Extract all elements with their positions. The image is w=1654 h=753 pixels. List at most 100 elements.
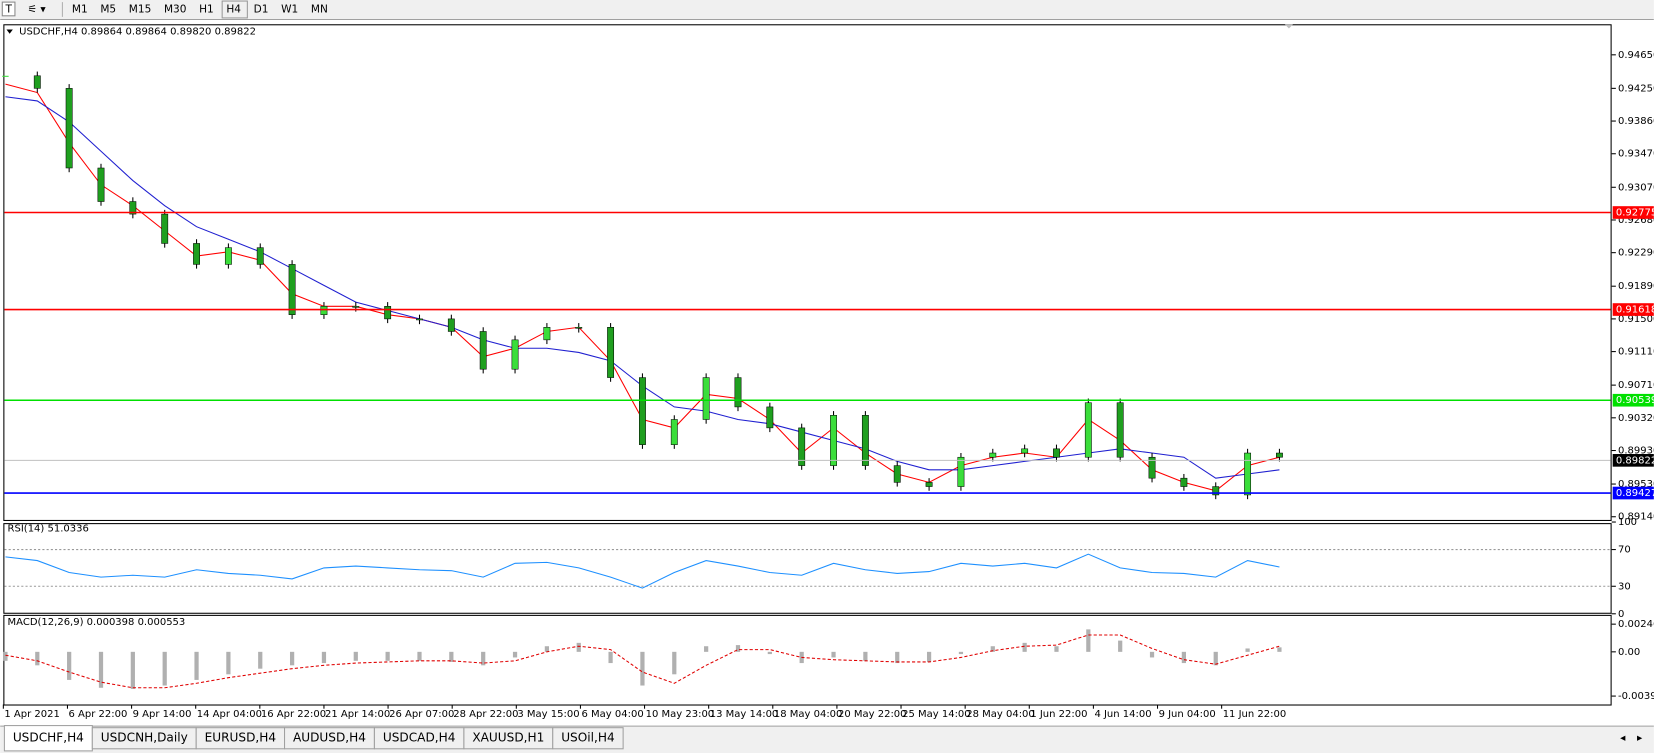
tab-label[interactable]: XAUUSD,H1 bbox=[472, 731, 544, 745]
tab-scroll[interactable]: ◂ bbox=[1620, 732, 1626, 744]
tab[interactable]: AUDUSD,H4 bbox=[284, 727, 375, 750]
y-tick-label: 30 bbox=[1618, 581, 1631, 592]
tab-label[interactable]: AUDUSD,H4 bbox=[293, 731, 366, 745]
candle bbox=[161, 213, 169, 244]
timeframe-active bbox=[221, 0, 248, 19]
tool-button[interactable] bbox=[1, 1, 16, 17]
candle bbox=[479, 331, 487, 370]
x-tick-label: 25 May 14:00 bbox=[902, 709, 971, 720]
timeframe-button[interactable]: H4 bbox=[226, 3, 241, 15]
timeframe-button[interactable]: MN bbox=[311, 3, 328, 15]
y-tick-label: -0.003939 bbox=[1618, 691, 1654, 702]
x-tick-label: 6 May 04:00 bbox=[581, 709, 643, 720]
macd-bar bbox=[640, 651, 645, 686]
x-tick-label: 9 Jun 04:00 bbox=[1159, 709, 1216, 720]
tab-label[interactable]: USDCHF,H4 bbox=[13, 731, 84, 745]
timeframe-button[interactable]: D1 bbox=[254, 3, 269, 15]
macd-bar bbox=[449, 651, 454, 662]
candle bbox=[65, 88, 73, 169]
rsi-panel bbox=[3, 523, 1612, 614]
candle bbox=[543, 327, 551, 341]
candle bbox=[893, 465, 901, 483]
level-tag bbox=[1612, 454, 1654, 467]
price-panel bbox=[3, 24, 1612, 521]
macd-bar bbox=[417, 651, 422, 661]
macd-bar bbox=[1149, 651, 1155, 658]
timeframe-button[interactable]: W1 bbox=[281, 3, 298, 15]
timeframe-button[interactable]: M5 bbox=[100, 3, 116, 15]
candle bbox=[925, 482, 933, 487]
tool-icon[interactable]: ⚟ ▾ bbox=[28, 3, 47, 15]
macd-bar bbox=[1086, 629, 1091, 652]
timeframe-button[interactable]: M15 bbox=[129, 3, 152, 15]
tab-label[interactable]: USOil,H4 bbox=[561, 731, 615, 745]
timeframe-button[interactable]: H1 bbox=[199, 3, 214, 15]
macd-bar bbox=[130, 651, 135, 689]
tab-label[interactable]: EURUSD,H4 bbox=[205, 731, 277, 745]
signal-line bbox=[5, 634, 1280, 689]
timeframe-button[interactable]: M30 bbox=[164, 3, 186, 15]
tab[interactable]: USDCNH,Daily bbox=[91, 727, 197, 750]
rsi-line bbox=[5, 553, 1280, 589]
candle bbox=[607, 327, 615, 378]
tab[interactable]: USOil,H4 bbox=[552, 727, 624, 750]
macd-bar bbox=[1213, 651, 1218, 666]
candle bbox=[447, 318, 455, 332]
x-tick-label: 1 Jun 22:00 bbox=[1030, 709, 1087, 720]
macd-bar bbox=[162, 651, 167, 686]
x-tick-label: 21 Apr 14:00 bbox=[325, 709, 390, 720]
macd-bar bbox=[544, 646, 550, 652]
candle bbox=[1021, 448, 1029, 454]
macd-bar bbox=[735, 645, 741, 652]
tab-scroll[interactable]: ▸ bbox=[1637, 732, 1643, 744]
tab-box bbox=[552, 727, 624, 750]
tab[interactable]: EURUSD,H4 bbox=[195, 727, 286, 750]
x-tick-label: 4 Jun 14:00 bbox=[1094, 709, 1151, 720]
tab[interactable]: USDCHF,H4 bbox=[3, 725, 93, 752]
macd-bar bbox=[1277, 647, 1282, 652]
macd-bar bbox=[258, 651, 263, 669]
x-tick-label: 18 May 04:00 bbox=[774, 709, 843, 720]
candle bbox=[702, 377, 710, 420]
timeframe-button[interactable]: M1 bbox=[72, 3, 88, 15]
tab[interactable]: XAUUSD,H1 bbox=[463, 727, 554, 750]
tool-icon: T bbox=[4, 3, 12, 15]
y-tick-label: 0.002465 bbox=[1618, 619, 1654, 630]
macd-bar bbox=[289, 651, 295, 666]
candle bbox=[256, 247, 264, 265]
tab-label[interactable]: USDCAD,H4 bbox=[383, 731, 456, 745]
tab[interactable]: USDCAD,H4 bbox=[373, 727, 465, 750]
x-tick-label: 11 Jun 22:00 bbox=[1223, 709, 1287, 720]
x-tick-label: 28 Apr 22:00 bbox=[453, 709, 518, 720]
panel-title: RSI(14) 51.0336 bbox=[8, 523, 89, 534]
candle bbox=[352, 306, 360, 308]
macd-bar bbox=[895, 651, 900, 664]
candle bbox=[2, 75, 9, 77]
macd-bar bbox=[608, 651, 613, 664]
macd-bar bbox=[926, 651, 932, 662]
macd-bar bbox=[385, 651, 390, 661]
macd-bar bbox=[67, 651, 72, 680]
chart-area bbox=[3, 24, 1612, 705]
candle bbox=[1084, 402, 1092, 458]
tabs: USDCHF,H4 USDCNH,Daily EURUSD,H4 AUDUSD,H4 U… bbox=[3, 725, 624, 752]
candle bbox=[511, 339, 519, 370]
panel-title: USDCHF,H4 0.89864 0.89864 0.89820 0.8982… bbox=[19, 27, 256, 38]
x-tick-label: 6 Apr 22:00 bbox=[69, 709, 128, 720]
candle bbox=[129, 201, 137, 215]
tab-label[interactable]: USDCNH,Daily bbox=[101, 731, 188, 745]
x-tick-label: 13 May 14:00 bbox=[710, 709, 779, 720]
level-label: 0.89822 bbox=[1616, 455, 1654, 466]
level-tag bbox=[1612, 486, 1654, 500]
timeframes: M1 M5 M15 M30 H1 H4 D1 W1 MN bbox=[72, 0, 328, 19]
x-tick-label: 20 May 22:00 bbox=[838, 709, 907, 720]
candle bbox=[989, 452, 997, 458]
